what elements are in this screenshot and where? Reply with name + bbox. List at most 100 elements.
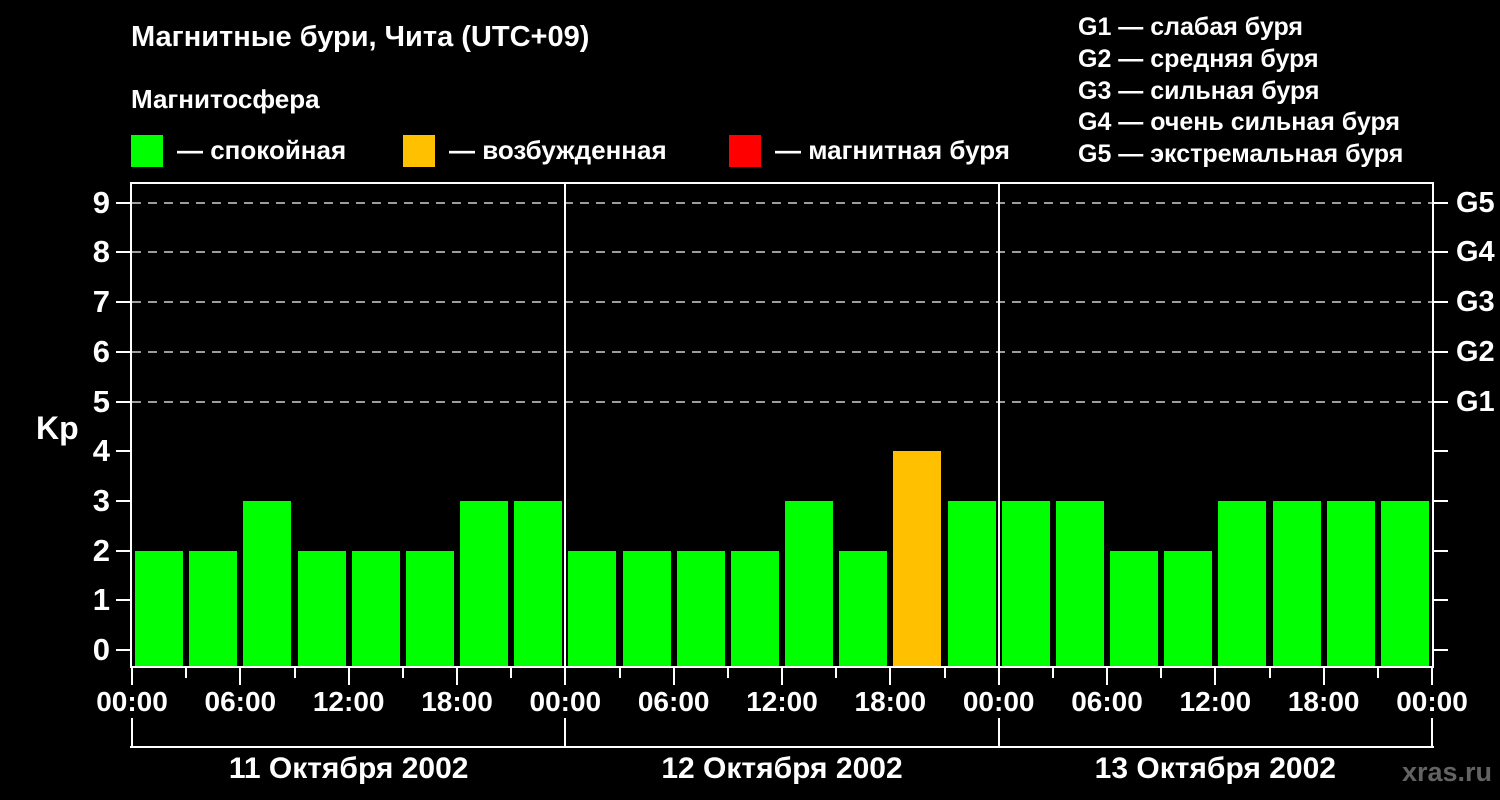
y-axis-tick-left <box>116 400 130 403</box>
bracket-riser <box>997 718 1000 748</box>
x-axis-tick-major <box>1106 668 1108 685</box>
kp-bar <box>1164 550 1213 666</box>
time-label: 18:00 <box>854 686 927 717</box>
y-axis-tick-right <box>1434 251 1448 254</box>
kp-bar <box>1218 500 1267 666</box>
x-axis-tick-major <box>564 668 567 685</box>
kp-bar <box>405 550 454 666</box>
x-axis-tick-minor <box>1268 668 1271 678</box>
right-axis-label-g4: G4 <box>1456 236 1495 269</box>
x-axis-tick-minor <box>293 668 296 678</box>
gridline-kp-7 <box>132 301 1432 304</box>
y-tick-label: 0 <box>92 632 110 667</box>
kp-bar <box>568 550 617 666</box>
legend-item-excited: — возбужденная <box>403 134 667 167</box>
day-label: 13 Октября 2002 <box>1094 752 1336 785</box>
kp-bar <box>839 550 888 666</box>
kp-bar <box>297 550 346 666</box>
x-axis-tick-minor <box>835 668 838 678</box>
x-axis-tick-major <box>781 668 783 685</box>
storm-scale-line: G4 — очень сильная буря <box>1078 108 1400 137</box>
right-axis-label-g3: G3 <box>1456 286 1495 319</box>
quiet-swatch-icon <box>131 134 163 167</box>
day-separator <box>564 184 567 666</box>
legend-label-storm: — магнитная буря <box>775 135 1010 165</box>
time-label: 06:00 <box>637 686 710 717</box>
kp-bar <box>893 451 942 666</box>
x-axis-tick-major <box>1431 668 1433 685</box>
x-axis-tick-major <box>131 668 133 685</box>
x-axis-tick-minor <box>943 668 946 678</box>
time-label: 06:00 <box>204 686 277 717</box>
day-label: 11 Октября 2002 <box>228 752 469 785</box>
y-tick-label: 5 <box>92 383 110 419</box>
time-label: 06:00 <box>1071 686 1143 717</box>
bracket-riser <box>1431 718 1433 748</box>
y-axis-tick-right <box>1434 450 1448 453</box>
kp-bar <box>460 500 509 666</box>
kp-bar <box>1326 500 1375 666</box>
y-tick-label: 6 <box>92 333 110 369</box>
time-label: 12:00 <box>746 686 818 717</box>
time-label: 18:00 <box>1287 686 1360 717</box>
kp-bar <box>785 500 834 666</box>
bracket-riser <box>564 718 567 748</box>
gridline-kp-6 <box>132 350 1432 353</box>
time-label: 12:00 <box>1179 686 1252 717</box>
right-axis-label-g5: G5 <box>1456 186 1495 219</box>
y-tick-label: 1 <box>92 582 110 618</box>
day-label: 12 Октября 2002 <box>661 752 903 785</box>
time-label: 00:00 <box>96 686 168 717</box>
y-tick-label: 2 <box>92 532 110 568</box>
y-tick-label: 4 <box>92 433 110 469</box>
watermark: xras.ru <box>1401 757 1492 787</box>
gridline-kp-5 <box>132 400 1432 403</box>
time-label: 00:00 <box>1396 686 1468 717</box>
gridline-kp-9 <box>132 201 1432 204</box>
kp-bar <box>1380 500 1429 666</box>
y-tick-label: 8 <box>92 234 110 270</box>
page-title: Магнитные бури, Чита (UTC+09) <box>131 21 590 53</box>
bracket-riser <box>131 718 133 748</box>
storm-scale-line: G3 — сильная буря <box>1078 76 1320 105</box>
kp-bar <box>1272 500 1321 666</box>
y-tick-label: 3 <box>92 482 110 518</box>
x-axis-tick-major <box>997 668 1000 685</box>
kp-bar <box>135 550 184 666</box>
x-axis-tick-minor <box>618 668 621 678</box>
legend-item-quiet: — спокойная <box>131 134 346 167</box>
y-axis-tick-left <box>116 251 130 254</box>
storm-scale-line: G2 — средняя буря <box>1078 44 1319 73</box>
day-bracket <box>130 746 1434 748</box>
kp-bar <box>676 550 725 666</box>
y-axis-tick-right <box>1434 549 1448 552</box>
right-axis-label-g1: G1 <box>1456 385 1495 418</box>
x-axis-tick-major <box>347 668 350 685</box>
x-axis-tick-minor <box>1376 668 1379 678</box>
y-axis-tick-right <box>1434 400 1448 403</box>
y-axis-tick-left <box>116 599 130 602</box>
x-axis-tick-major <box>456 668 458 685</box>
x-axis-tick-minor <box>185 668 188 678</box>
y-axis-tick-left <box>116 549 130 552</box>
x-axis-tick-major <box>239 668 242 685</box>
y-axis-tick-left <box>116 649 130 651</box>
gridline-kp-8 <box>132 251 1432 254</box>
kp-bar <box>243 500 292 666</box>
x-axis-tick-minor <box>1160 668 1163 678</box>
legend-label-quiet: — спокойная <box>177 135 347 165</box>
time-label: 18:00 <box>421 686 493 717</box>
x-axis-tick-minor <box>510 668 513 678</box>
y-axis-title: Kp <box>36 410 79 446</box>
y-axis-tick-left <box>116 499 130 502</box>
kp-bar <box>351 550 400 666</box>
kp-bar <box>1001 500 1050 666</box>
y-axis-tick-left <box>116 350 130 353</box>
legend-item-storm: — магнитная буря <box>729 134 1010 167</box>
kp-bar <box>947 500 996 666</box>
y-axis-tick-right <box>1434 499 1448 502</box>
storm-scale-line: G1 — слабая буря <box>1078 13 1304 41</box>
kp-bar <box>189 550 238 666</box>
day-separator <box>997 184 1000 666</box>
